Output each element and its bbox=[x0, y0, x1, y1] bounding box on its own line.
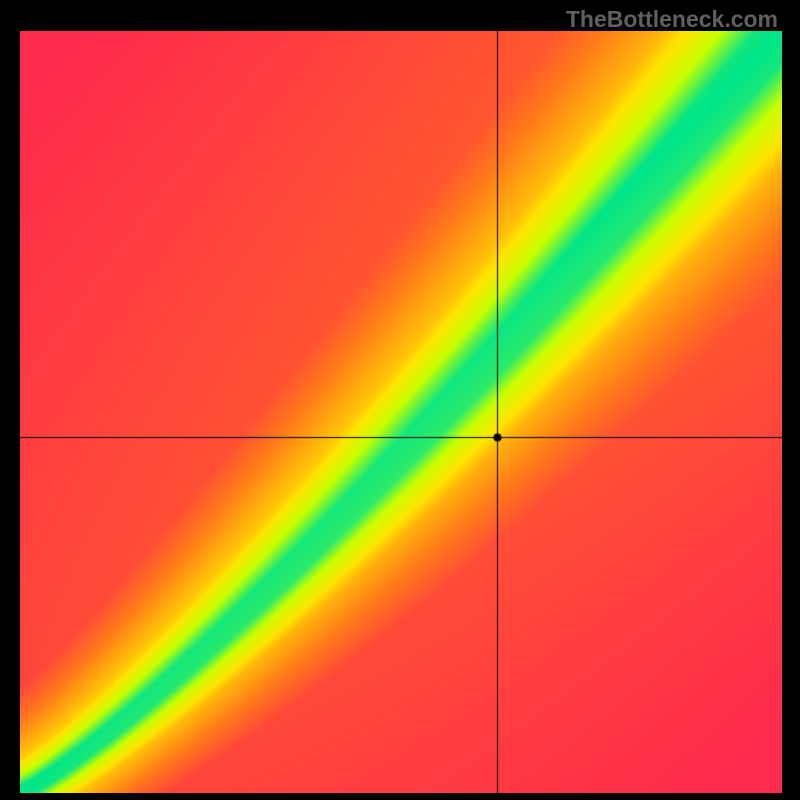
watermark-text: TheBottleneck.com bbox=[566, 6, 778, 33]
chart-container: TheBottleneck.com bbox=[0, 0, 800, 800]
bottleneck-heatmap bbox=[20, 31, 782, 793]
